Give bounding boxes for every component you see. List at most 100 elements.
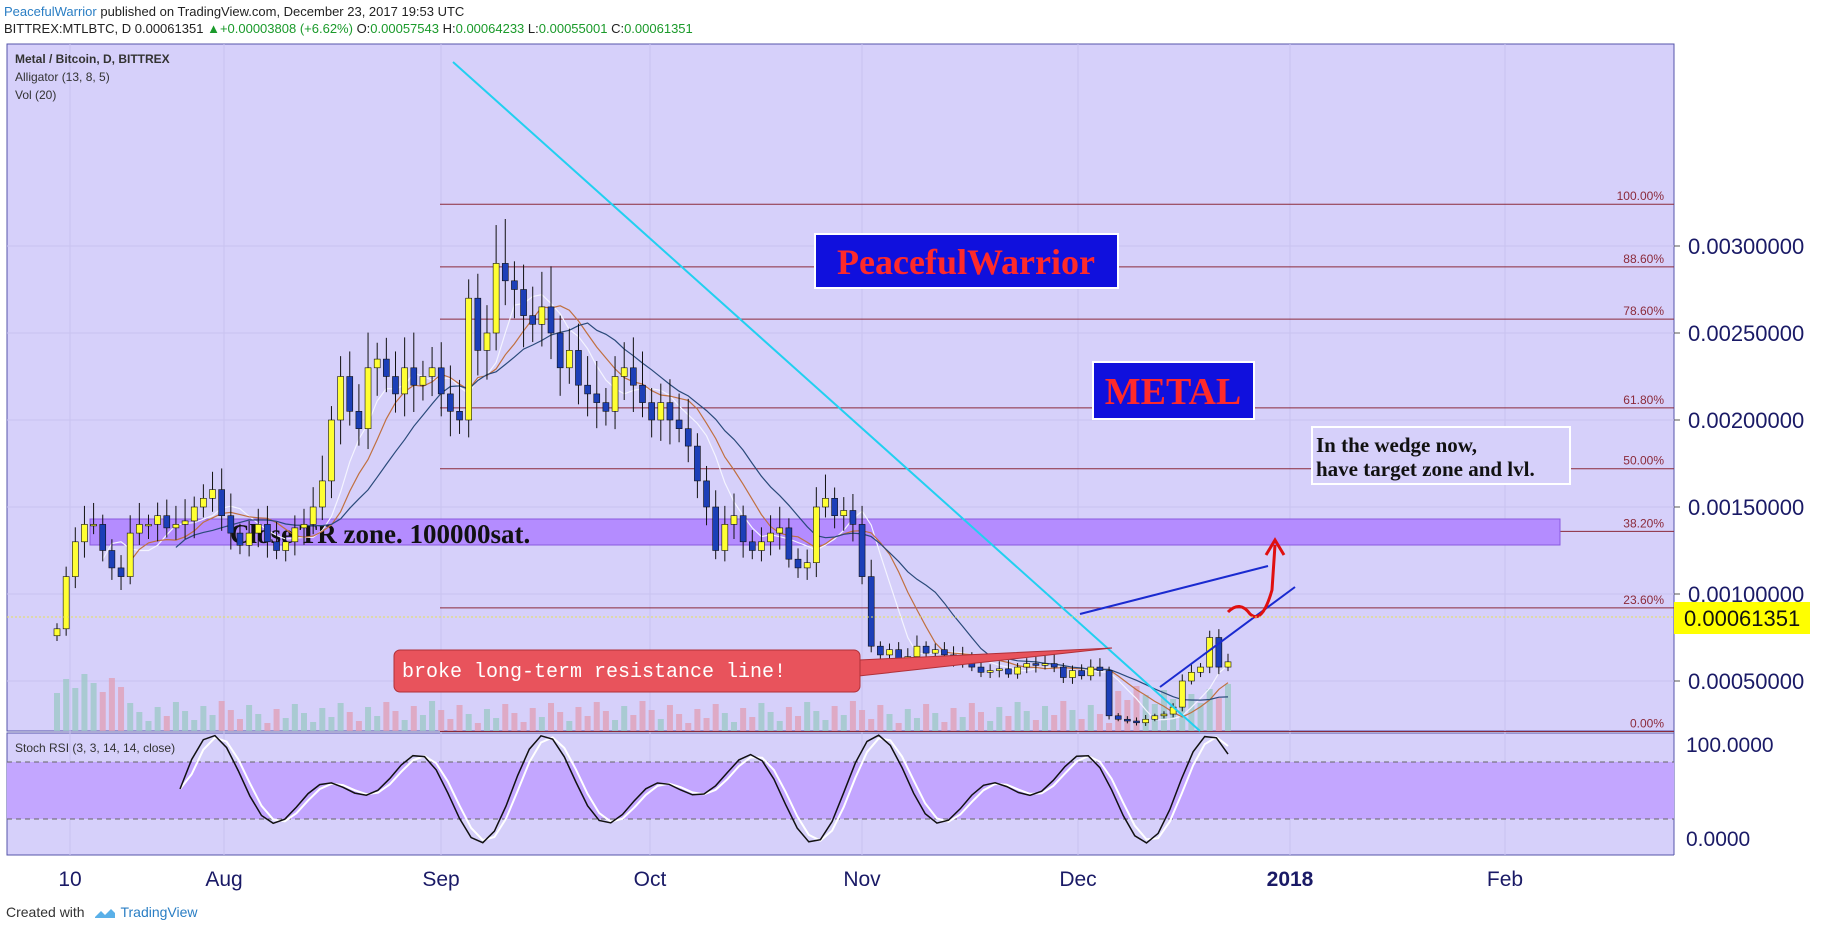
volume-bar xyxy=(950,708,957,731)
candle-body xyxy=(1188,671,1195,682)
volume-bar xyxy=(1042,706,1049,731)
volume-bar xyxy=(1197,703,1204,731)
volume-bar xyxy=(310,722,317,731)
candle-body xyxy=(1087,666,1095,677)
volume-bar xyxy=(365,707,372,731)
candle-body xyxy=(684,428,692,447)
volume-bars xyxy=(54,674,1231,731)
volume-bar xyxy=(54,693,60,731)
candle-body xyxy=(593,393,601,403)
candle-body xyxy=(1050,663,1058,668)
volume-bar xyxy=(63,679,70,731)
volume-bar xyxy=(612,720,619,731)
volume-bar xyxy=(72,688,79,731)
volume-bar xyxy=(548,703,555,731)
candle-body xyxy=(657,402,665,421)
candle-body xyxy=(1160,713,1168,717)
candle-body xyxy=(1142,718,1149,724)
candle-body xyxy=(383,358,390,377)
candle-body xyxy=(538,306,546,325)
low-label: L: xyxy=(527,21,539,36)
candle-body xyxy=(264,524,271,543)
volume-bar xyxy=(767,712,774,731)
volume-bar xyxy=(913,718,920,731)
candle-body xyxy=(520,289,527,316)
candle-body xyxy=(529,315,537,325)
candle-body xyxy=(291,527,299,543)
candle-body xyxy=(1014,666,1021,675)
candle-body xyxy=(218,489,225,517)
volume-bar xyxy=(749,717,756,731)
volume-bar xyxy=(557,712,564,731)
volume-bar xyxy=(630,715,637,731)
candle-body xyxy=(1005,668,1012,675)
volume-bar xyxy=(154,707,161,731)
candle-body xyxy=(346,376,354,412)
author-link[interactable]: PeacefulWarrior xyxy=(4,4,97,19)
volume-bar xyxy=(1087,705,1094,731)
volume-bar xyxy=(639,701,646,731)
volume-bar xyxy=(959,717,966,731)
candle-body xyxy=(739,515,747,543)
candle-body xyxy=(282,541,290,551)
volume-bar xyxy=(236,719,243,731)
candle-body xyxy=(364,367,372,429)
candle-body xyxy=(620,367,628,377)
high-label: H: xyxy=(442,21,456,36)
candle-body xyxy=(245,532,253,546)
candle-body xyxy=(840,510,848,517)
candle-body xyxy=(511,280,518,290)
volume-bar xyxy=(602,711,609,731)
change-value: +0.00003808 (+6.62%) xyxy=(219,21,353,36)
candle-body xyxy=(1060,666,1067,678)
candle-body xyxy=(428,367,436,377)
candle-body xyxy=(99,524,107,551)
candle-body xyxy=(1151,715,1159,720)
last-price-label: 0.00061351 xyxy=(1684,606,1800,631)
candle-body xyxy=(547,306,555,334)
candle-body xyxy=(190,506,198,522)
watermark-box xyxy=(814,233,1119,289)
tradingview-link[interactable]: TradingView xyxy=(120,904,198,920)
volume-bar xyxy=(145,721,152,731)
volume-bar xyxy=(593,702,600,731)
candle-body xyxy=(611,376,619,412)
callout-box xyxy=(393,649,861,693)
candle-body xyxy=(236,532,244,546)
stoch-legend: Stoch RSI (3, 3, 14, 14, close) xyxy=(15,741,175,755)
volume-bar xyxy=(474,723,481,731)
volume-bar xyxy=(447,719,454,731)
publish-line: PeacefulWarrior published on TradingView… xyxy=(4,4,464,19)
main-pane[interactable] xyxy=(6,43,1675,732)
volume-bar xyxy=(941,722,948,731)
chart-canvas[interactable]: 100.00%88.60%78.60%61.80%50.00%38.20%23.… xyxy=(0,0,1824,902)
ohlc-line: BITTREX:MTLBTC, D 0.00061351 ▲+0.0000380… xyxy=(4,21,693,36)
y-tick-label: 0.00300000 xyxy=(1688,234,1804,259)
candle-body xyxy=(648,402,655,421)
volume-bar xyxy=(795,716,802,731)
metal-label-text: METAL xyxy=(1105,371,1242,413)
chart-header: PeacefulWarrior published on TradingView… xyxy=(0,0,1824,44)
published-text: published on TradingView.com, December 2… xyxy=(100,4,465,19)
candle-body xyxy=(328,419,335,482)
low-value: 0.00055001 xyxy=(538,21,608,36)
candle-body xyxy=(200,497,207,508)
candle-body xyxy=(986,670,994,673)
volume-bar xyxy=(1078,719,1085,731)
candle-body xyxy=(794,558,802,569)
volume-bar xyxy=(877,705,884,731)
x-tick-label: Feb xyxy=(1487,868,1523,891)
stoch-band-fill xyxy=(7,762,1674,819)
candle-body xyxy=(1114,715,1122,720)
candle-body xyxy=(447,393,454,412)
zone-label: Close TR zone. 100000sat. xyxy=(230,519,530,549)
volume-bar xyxy=(977,712,984,731)
fib-level-label: 38.20% xyxy=(1623,516,1664,530)
candle-body xyxy=(53,628,61,637)
tradingview-logo-icon xyxy=(95,909,116,919)
candle-body xyxy=(831,497,838,516)
volume-bar xyxy=(1069,710,1076,731)
x-tick-label: Aug xyxy=(205,868,242,891)
price-axis-area[interactable] xyxy=(1674,44,1824,902)
volume-bar xyxy=(1225,684,1231,731)
